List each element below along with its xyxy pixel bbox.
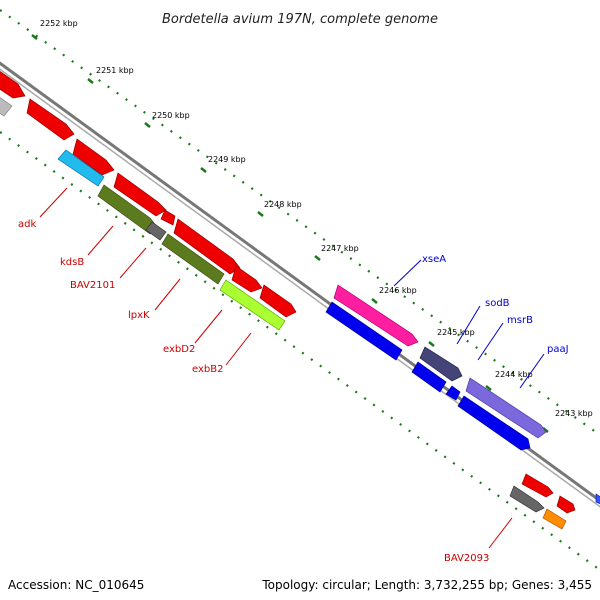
left-label-leaders (39, 187, 513, 549)
gene-feature (419, 346, 463, 382)
gene-feature (325, 301, 403, 361)
gene-feature (113, 172, 167, 217)
gene-feature (259, 284, 297, 318)
gene-feature (26, 98, 75, 141)
scale-ticks: 2252 kbp 2251 kbp 2250 kbp 2249 kbp 2248… (31, 19, 593, 433)
gene-label: BAV2093 (444, 553, 489, 564)
gene-feature (509, 485, 545, 513)
gene-feature (556, 495, 576, 514)
tick-label: 2243 kbp (555, 409, 593, 418)
gene-label: sodB (485, 298, 510, 309)
gene-label: kdsB (60, 257, 84, 268)
gene-feature (219, 279, 286, 331)
gene-label: xseA (422, 254, 446, 265)
gene-label: exbD2 (163, 344, 195, 355)
gene-feature (465, 377, 547, 439)
left-gene-labels: adk kdsB BAV2101 lpxK exbD2 exbB2 BAV209… (18, 219, 489, 564)
gene-feature (542, 508, 567, 530)
reverse-strand-genes (57, 149, 531, 451)
gene-feature (0, 97, 13, 117)
gene-label: BAV2101 (70, 280, 115, 291)
tick-label: 2248 kbp (264, 200, 302, 209)
gene-feature (411, 361, 447, 393)
gene-feature (160, 209, 176, 226)
gene-label: msrB (507, 315, 533, 326)
tick-label: 2250 kbp (152, 111, 190, 120)
gene-feature (231, 265, 263, 293)
tick-label: 2251 kbp (96, 66, 134, 75)
outer-tick-dots (0, 9, 600, 436)
gene-feature (161, 233, 225, 285)
gene-feature (595, 493, 600, 505)
tick-label: 2245 kbp (437, 328, 475, 337)
tick-label: 2246 kbp (379, 286, 417, 295)
tick-label: 2252 kbp (40, 19, 78, 28)
tick-label: 2244 kbp (495, 370, 533, 379)
right-gene-labels: xseA sodB msrB paaJ (422, 254, 569, 355)
tick-label: 2249 kbp (208, 155, 246, 164)
tick-label: 2247 kbp (321, 244, 359, 253)
accession-text: Accession: NC_010645 (8, 578, 145, 592)
inner-tick-dots (0, 131, 600, 571)
gene-feature (72, 138, 115, 176)
gene-label: lpxK (128, 310, 150, 321)
gene-feature (445, 385, 461, 401)
genome-summary-text: Topology: circular; Length: 3,732,255 bp… (262, 578, 592, 592)
gene-feature (57, 149, 105, 187)
right-label-leaders (393, 259, 545, 389)
gene-label: exbB2 (192, 364, 223, 375)
gene-feature (0, 71, 26, 99)
gene-label: paaJ (547, 344, 569, 355)
genome-title: Bordetella avium 197N, complete genome (162, 12, 438, 27)
gene-feature (145, 221, 167, 241)
gene-label: adk (18, 219, 36, 230)
forward-strand-genes (0, 71, 600, 530)
gene-feature (521, 473, 554, 498)
gene-feature (457, 395, 531, 451)
gene-feature (333, 284, 419, 347)
